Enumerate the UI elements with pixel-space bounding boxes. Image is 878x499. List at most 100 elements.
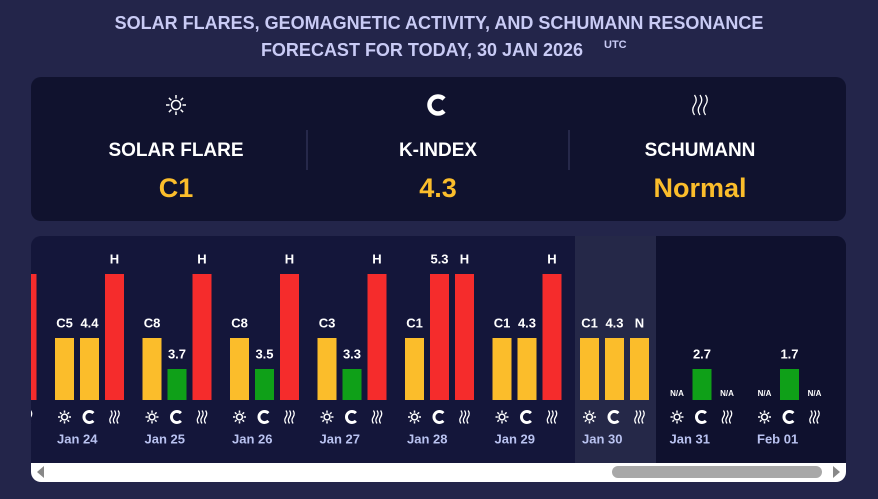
magnet-icon	[432, 410, 445, 424]
na-label: N/A	[758, 389, 772, 398]
kindex-label: 4.3	[518, 315, 536, 330]
summary-label: SOLAR FLARE	[108, 140, 243, 161]
schumann-bar	[31, 274, 37, 400]
magnet-icon	[345, 410, 357, 424]
kindex-bar	[167, 369, 187, 400]
sun-icon	[585, 413, 594, 421]
wave-icon	[697, 94, 703, 116]
flare-bar	[55, 338, 74, 400]
schumann-bar	[105, 274, 124, 400]
sun-ray	[591, 411, 595, 415]
sun-icon	[148, 413, 156, 421]
sun-ray	[168, 97, 172, 101]
magnet-icon	[427, 94, 446, 116]
sun-ray	[591, 419, 595, 423]
sun-ray	[679, 411, 683, 415]
sun-ray	[321, 419, 325, 423]
sun-ray	[234, 419, 238, 423]
sun-ray	[66, 419, 70, 423]
schumann-label: N	[635, 315, 644, 330]
wave-icon	[703, 94, 708, 116]
sun-icon	[410, 413, 419, 421]
wave-icon	[203, 410, 208, 424]
flare-label: C5	[56, 315, 73, 330]
wave-icon	[375, 410, 379, 424]
wave-icon	[721, 410, 726, 424]
sun-ray	[180, 109, 184, 113]
wave-icon	[378, 410, 383, 424]
sun-ray	[409, 419, 413, 423]
kindex-bar	[692, 369, 712, 400]
sun-ray	[504, 419, 508, 423]
flare-bar	[580, 338, 599, 400]
kindex-label: 3.7	[168, 346, 186, 361]
kindex-bar	[430, 274, 449, 400]
wave-icon	[641, 410, 645, 424]
sun-ray	[584, 419, 588, 423]
sun-ray	[416, 411, 420, 415]
summary-value: C1	[159, 173, 194, 203]
forecast-panel: H C5 4.4 H Jan 24 C8 3.7 H Jan 25 C8 3.5 H Jan 26 C3 3…	[31, 236, 846, 482]
sun-ray	[168, 109, 172, 113]
wave-icon	[809, 410, 813, 424]
future-bg	[656, 236, 846, 463]
scroll-thumb[interactable]	[612, 466, 822, 478]
summary-panel	[31, 77, 846, 221]
flare-bar	[317, 338, 337, 400]
kindex-bar	[255, 369, 274, 400]
schumann-label: H	[110, 251, 119, 266]
schumann-bar	[280, 274, 299, 400]
schumann-bar	[455, 274, 474, 400]
sun-icon	[498, 413, 506, 421]
kindex-bar	[517, 338, 537, 400]
flare-label: C8	[144, 315, 161, 330]
magnet-icon	[520, 410, 532, 424]
wave-icon	[692, 94, 697, 116]
magnet-icon	[170, 410, 182, 424]
na-label: N/A	[720, 389, 734, 398]
date-label: Jan 25	[145, 431, 185, 446]
wave-icon	[553, 410, 558, 424]
wave-icon	[200, 410, 204, 424]
kindex-bar	[780, 369, 799, 400]
sun-ray	[759, 411, 763, 415]
sun-ray	[234, 411, 238, 415]
sun-ray	[496, 411, 500, 415]
sun-ray	[59, 419, 63, 423]
kindex-label: 3.5	[255, 346, 273, 361]
date-label: Jan 26	[232, 431, 272, 446]
flare-label: C3	[319, 315, 336, 330]
title: FORECAST FOR TODAY, 30 JAN 2026	[261, 40, 583, 60]
schumann-label: H	[197, 251, 206, 266]
sun-ray	[241, 411, 245, 415]
wave-icon	[287, 410, 292, 424]
sun-icon	[323, 413, 331, 421]
sun-ray	[154, 411, 158, 415]
scroll-right[interactable]	[833, 466, 840, 478]
sun-icon	[170, 99, 182, 111]
sun-icon	[235, 413, 244, 421]
na-label: N/A	[670, 389, 684, 398]
wave-icon	[816, 410, 820, 424]
wave-icon	[284, 410, 288, 424]
sun-ray	[671, 419, 675, 423]
flare-label: C1	[581, 315, 598, 330]
title: SOLAR FLARES, GEOMAGNETIC ACTIVITY, AND …	[115, 13, 764, 33]
sun-ray	[329, 411, 333, 415]
kindex-bar	[605, 338, 624, 400]
flare-bar	[142, 338, 162, 400]
schumann-label: H	[460, 251, 469, 266]
date-label: Jan 30	[582, 431, 622, 446]
schumann-label: H	[285, 251, 294, 266]
date-label: Jan 31	[670, 431, 710, 446]
kindex-label: 2.7	[693, 346, 711, 361]
sun-icon	[673, 413, 681, 421]
scroll-left[interactable]	[37, 466, 44, 478]
wave-icon	[112, 410, 117, 424]
kindex-label: 4.4	[80, 315, 99, 330]
sun-ray	[329, 419, 333, 423]
sun-ray	[584, 411, 588, 415]
date-label: Jan 29	[495, 431, 535, 446]
wave-icon	[634, 410, 638, 424]
